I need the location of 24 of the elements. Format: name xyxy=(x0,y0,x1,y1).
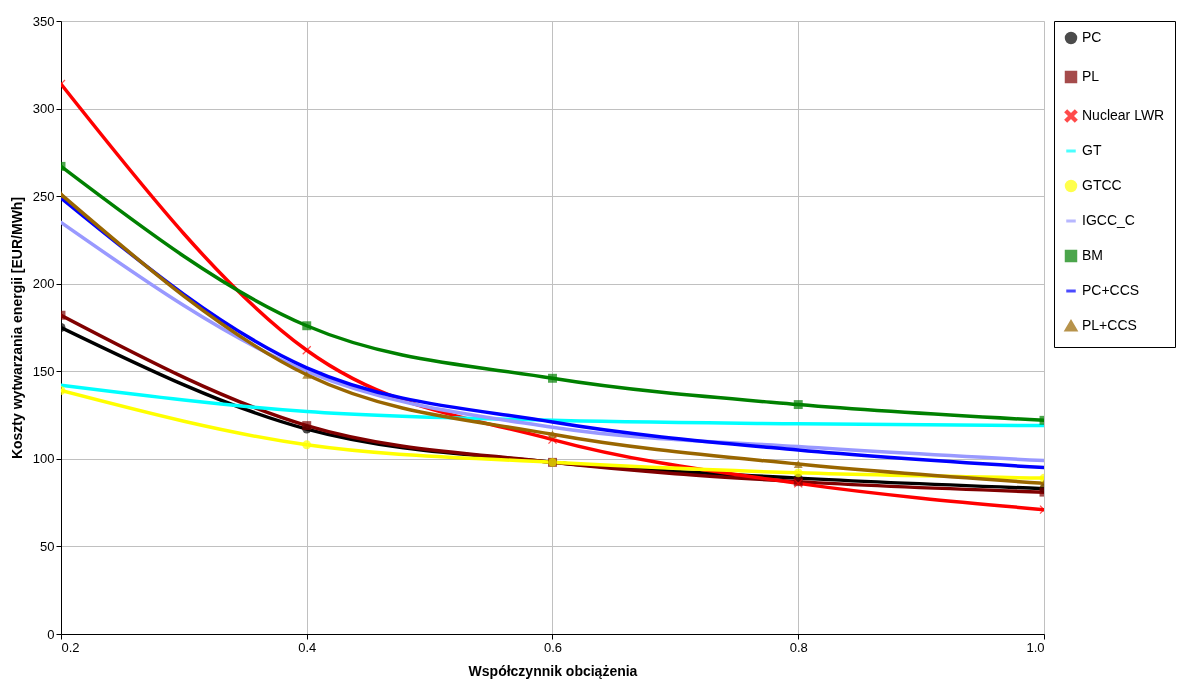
x-tick-label: 1.0 xyxy=(1026,639,1045,655)
y-tick-label: 250 xyxy=(32,188,55,204)
legend-label: PC+CCS xyxy=(1082,282,1140,298)
legend-label: PL xyxy=(1082,68,1100,84)
legend-label: IGCC_C xyxy=(1082,212,1135,228)
y-tick-label: 350 xyxy=(32,13,55,29)
y-tick-label: 300 xyxy=(32,101,55,117)
x-tick-label: 0.4 xyxy=(298,639,317,655)
legend-label: PC xyxy=(1082,29,1102,45)
x-tick-label: 0.8 xyxy=(789,639,808,655)
legend-label: GT xyxy=(1082,142,1102,158)
x-tick-label: 0.2 xyxy=(61,639,80,655)
y-axis-title: Koszty wytwarzania energii [EUR/MWh] xyxy=(8,196,25,460)
y-tick-label: 100 xyxy=(32,451,55,467)
y-tick-label: 50 xyxy=(40,538,55,554)
legend-label: GTCC xyxy=(1082,177,1122,193)
x-axis-title: Współczynnik obciążenia xyxy=(468,662,638,679)
legend-label: Nuclear LWR xyxy=(1082,107,1165,123)
legend-label: BM xyxy=(1082,247,1103,263)
legend-label: PL+CCS xyxy=(1082,317,1137,333)
y-tick-label: 200 xyxy=(32,276,55,292)
x-tick-label: 0.6 xyxy=(543,639,563,655)
y-tick-label: 150 xyxy=(32,363,55,379)
y-tick-label: 0 xyxy=(47,626,55,642)
